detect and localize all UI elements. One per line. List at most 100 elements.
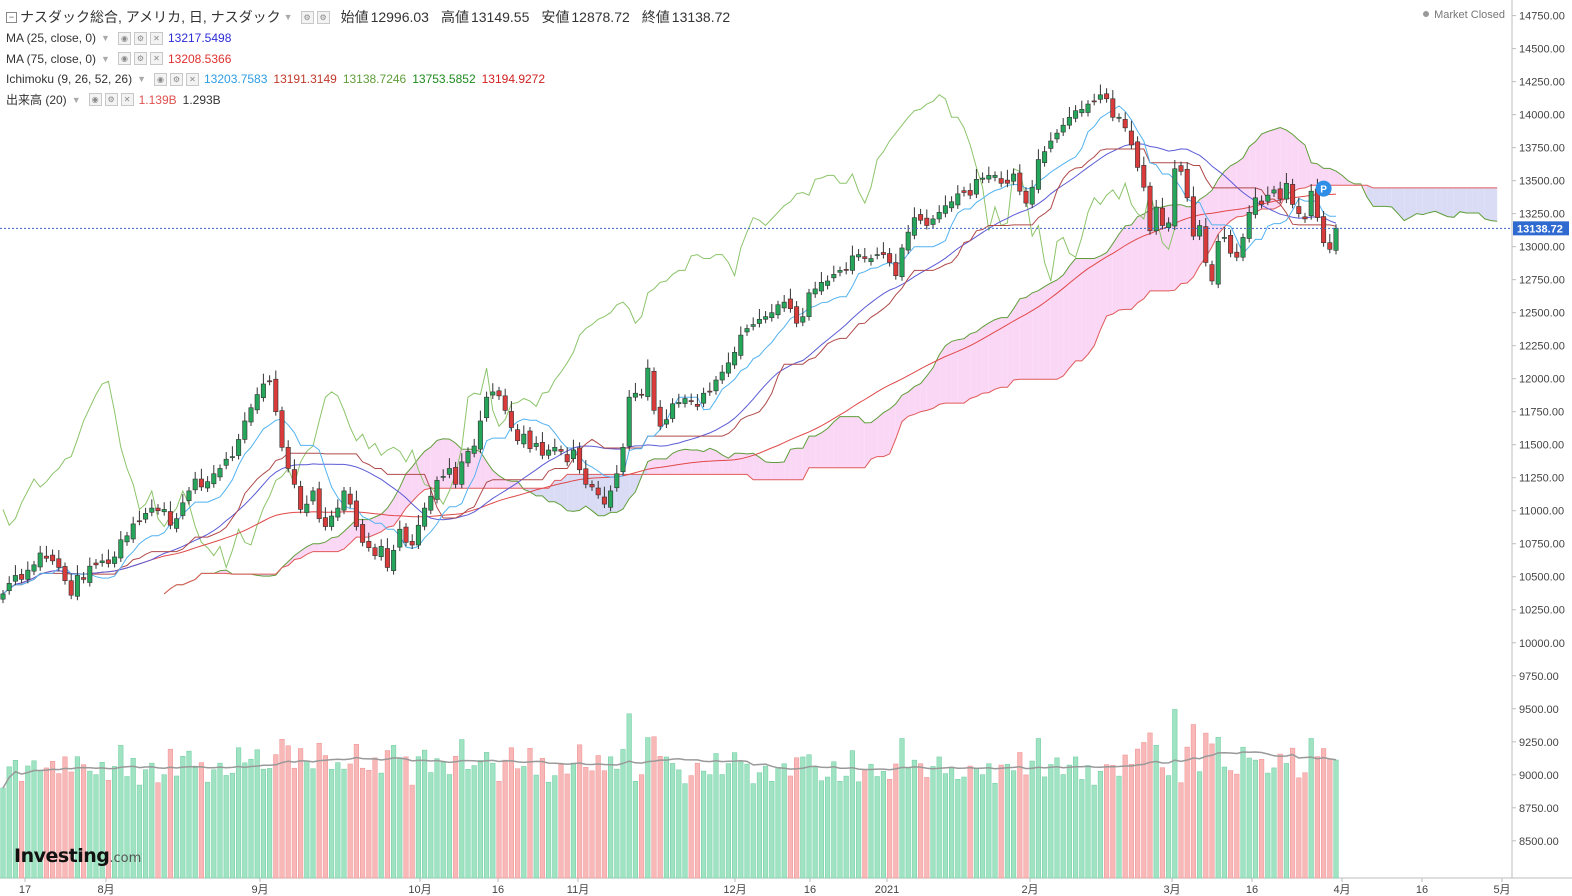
volume-bar (911, 759, 917, 879)
ichimoku-cloud (1075, 258, 1082, 361)
chevron-down-icon[interactable]: ▼ (137, 74, 146, 85)
ichimoku-cloud (1298, 140, 1305, 189)
indicator-value: 1.293B (182, 92, 221, 107)
indicator-name[interactable]: MA (75, close, 0) (6, 51, 97, 66)
event-marker-icon (1315, 180, 1332, 197)
settings-icon[interactable]: ⚙ (316, 10, 330, 24)
visibility-icon[interactable]: ◉ (117, 52, 131, 66)
volume-bar (1296, 777, 1302, 879)
volume-bar (1128, 764, 1134, 879)
ichimoku-cloud (1398, 187, 1405, 221)
close-icon[interactable]: ✕ (120, 93, 134, 107)
volume-bar (471, 765, 477, 879)
x-tick-label: 16 (492, 884, 504, 896)
candle-body (1091, 100, 1097, 103)
chevron-down-icon[interactable]: ▼ (283, 12, 293, 22)
ichimoku-cloud (926, 367, 933, 411)
candle-body (800, 316, 806, 323)
ichimoku-cloud (430, 440, 437, 489)
x-tick-label: 8月 (97, 884, 114, 896)
chevron-down-icon[interactable]: ▼ (101, 53, 110, 64)
ichimoku-cloud (939, 345, 946, 405)
ichimoku-cloud (1069, 258, 1076, 369)
chevron-down-icon[interactable]: ▼ (71, 94, 81, 105)
volume-bar (167, 748, 173, 879)
ichimoku-cloud (685, 449, 692, 475)
candle-body (570, 449, 576, 459)
volume-bar (1215, 737, 1221, 879)
instrument-title[interactable]: ナスダック総合, アメリカ, 日, ナスダック (20, 9, 281, 25)
volume-bar (632, 781, 638, 879)
volume-bar (136, 784, 142, 879)
volume-bar (570, 762, 576, 879)
candle-body (657, 406, 663, 427)
y-tick-label: 14250.00 (1519, 77, 1565, 89)
candle-body (663, 419, 669, 425)
candle-body (887, 253, 893, 263)
candle-body (756, 318, 762, 324)
collapse-icon[interactable]: − (6, 11, 17, 23)
candle-body (1321, 216, 1327, 243)
candle-body (645, 367, 651, 397)
visibility-icon[interactable]: ◉ (154, 72, 167, 86)
brand-logo: Investing.com (14, 845, 141, 867)
volume-bar (236, 747, 242, 879)
ichimoku-cloud (864, 422, 871, 468)
last-price-label: 13138.72 (1517, 223, 1563, 235)
candle-body (124, 535, 130, 543)
ichimoku-cloud (1472, 187, 1479, 213)
settings-icon[interactable]: ⚙ (300, 10, 314, 24)
candle-body (787, 298, 793, 310)
candle-body (471, 445, 477, 454)
ichimoku-cloud (1261, 131, 1268, 210)
candle-body (1073, 110, 1079, 119)
close-icon[interactable]: ✕ (149, 31, 163, 45)
candle-body (74, 575, 80, 597)
indicator-name[interactable]: 出来高 (20) (6, 93, 67, 108)
chikou-span-line (2, 94, 1176, 570)
visibility-icon[interactable]: ◉ (88, 93, 102, 107)
settings-icon[interactable]: ⚙ (133, 31, 147, 45)
volume-bar (527, 747, 533, 879)
indicator-value: 13191.3149 (273, 72, 337, 87)
volume-bar (440, 761, 446, 879)
candle-body (1246, 212, 1252, 239)
indicator-name[interactable]: MA (25, close, 0) (6, 31, 97, 46)
volume-bar (787, 775, 793, 879)
settings-icon[interactable]: ⚙ (133, 52, 147, 66)
ma25-line (2, 143, 1337, 595)
candle-body (1327, 242, 1333, 250)
volume-bar (1271, 767, 1277, 879)
volume-bar (310, 768, 316, 879)
candle-body (1252, 197, 1258, 215)
volume-bar (105, 780, 111, 879)
ichimoku-cloud (1385, 187, 1392, 208)
candle-body (955, 193, 961, 206)
volume-bar (490, 762, 496, 879)
volume-bar (428, 772, 434, 879)
chevron-down-icon[interactable]: ▼ (101, 33, 110, 44)
volume-bar (949, 766, 955, 879)
y-tick-label: 9250.00 (1519, 737, 1559, 749)
candle-body (217, 468, 223, 478)
candle-body (595, 487, 601, 496)
candle-body (1302, 216, 1308, 220)
candle-body (1197, 225, 1203, 237)
close-icon[interactable]: ✕ (186, 72, 199, 86)
candle-body (918, 214, 924, 221)
close-icon[interactable]: ✕ (149, 52, 163, 66)
visibility-icon[interactable]: ◉ (117, 31, 131, 45)
settings-icon[interactable]: ⚙ (104, 93, 118, 107)
volume-bar (273, 754, 279, 879)
candle-body (347, 493, 353, 505)
y-tick-label: 8750.00 (1519, 803, 1559, 815)
candle-body (1215, 241, 1221, 285)
candle-body (632, 392, 638, 398)
ichimoku-cloud (1038, 286, 1045, 380)
settings-icon[interactable]: ⚙ (170, 72, 183, 86)
volume-bar (31, 760, 37, 879)
volume-bar (366, 770, 372, 879)
indicator-name[interactable]: Ichimoku (9, 26, 52, 26) (6, 72, 133, 87)
